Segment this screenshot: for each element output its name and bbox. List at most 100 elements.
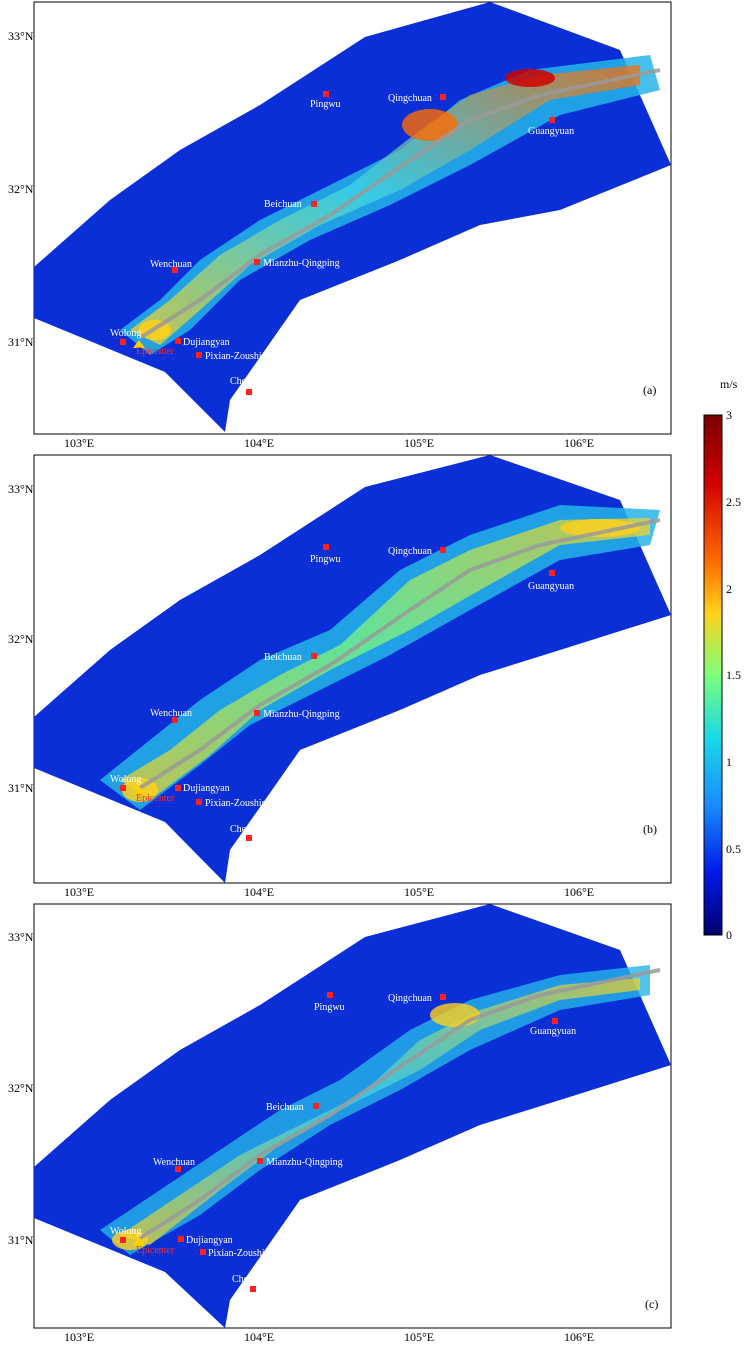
x-tick: 103°E: [64, 436, 94, 450]
hotspot: [430, 1003, 480, 1027]
hotspot: [560, 519, 640, 537]
city-markers: Pingwu Qingchuan Guangyuan Beichuan Wenc…: [110, 91, 574, 395]
city-markers: Pingwu Qingchuan Guangyuan Beichuan Wenc…: [110, 544, 574, 841]
city-label: Mianzhu-Qingping: [263, 709, 340, 720]
city-label: Wenchuan: [153, 1157, 195, 1168]
city-marker: [196, 799, 202, 805]
city-marker: [254, 259, 260, 265]
epicenter-icon: [133, 340, 145, 348]
x-tick: 106°E: [564, 885, 594, 899]
epicenter-icon: [133, 786, 145, 794]
city-marker: [120, 1237, 126, 1243]
colorbar-tick: 1.5: [726, 668, 741, 682]
city-marker: [254, 710, 260, 716]
fault-trace: [138, 518, 661, 790]
city-label: Chengdu: [232, 1274, 268, 1285]
city-label: Qingchuan: [388, 546, 432, 557]
city-marker: [172, 717, 178, 723]
colorbar-tick: 2: [726, 582, 732, 596]
x-tick: 106°E: [564, 436, 594, 450]
velocity-band: [100, 505, 660, 810]
fault-trace: [138, 68, 661, 340]
y-tick: 31°N: [8, 1233, 34, 1247]
velocity-band: [100, 965, 650, 1255]
y-tick: 33°N: [8, 930, 34, 944]
x-tick: 105°E: [404, 436, 434, 450]
city-label: Beichuan: [264, 652, 302, 663]
city-label: Pingwu: [314, 1002, 345, 1013]
epicenter-icon: [133, 1237, 145, 1246]
colorbar-tick: 1: [726, 755, 732, 769]
y-tick: 32°N: [8, 632, 34, 646]
city-label: Dujiangyan: [183, 337, 230, 348]
city-marker: [323, 91, 329, 97]
fault-trace: [138, 968, 661, 1240]
city-markers: Pingwu Qingchuan Guangyuan Beichuan Wenc…: [110, 992, 576, 1292]
city-label: Chengdu: [230, 376, 266, 387]
city-label: Wenchuan: [150, 259, 192, 270]
panel-label: (a): [643, 383, 656, 397]
y-tick: 32°N: [8, 1081, 34, 1095]
city-marker: [120, 339, 126, 345]
panel-c: Pingwu Qingchuan Guangyuan Beichuan Wenc…: [0, 900, 700, 1346]
city-label: Qingchuan: [388, 993, 432, 1004]
panel-label: (c): [645, 1297, 658, 1311]
city-marker: [440, 994, 446, 1000]
velocity-band: [120, 55, 660, 355]
panel-a: Pingwu Qingchuan Guangyuan Beichuan Wenc…: [0, 0, 700, 450]
city-label: Pixian-Zoushishan: [208, 1248, 283, 1259]
city-label: Qingchuan: [388, 93, 432, 104]
panel-label: (b): [643, 822, 657, 836]
city-marker: [175, 785, 181, 791]
city-marker: [172, 267, 178, 273]
x-tick: 104°E: [244, 1330, 274, 1344]
x-tick: 103°E: [64, 1330, 94, 1344]
city-marker: [200, 1249, 206, 1255]
y-tick: 33°N: [8, 29, 34, 43]
y-tick: 32°N: [8, 182, 34, 196]
hotspot: [505, 69, 555, 87]
x-tick: 103°E: [64, 885, 94, 899]
city-label: Beichuan: [266, 1102, 304, 1113]
y-tick: 31°N: [8, 335, 34, 349]
city-label: Wolong: [110, 1226, 141, 1237]
city-label: Wolong: [110, 774, 141, 785]
city-marker: [178, 1236, 184, 1242]
x-tick: 104°E: [244, 885, 274, 899]
city-marker: [311, 201, 317, 207]
city-label: Dujiangyan: [183, 783, 230, 794]
colorbar-tick: 0.5: [726, 842, 741, 856]
city-label: Pingwu: [310, 99, 341, 110]
x-tick: 106°E: [564, 1330, 594, 1344]
city-label: Mianzhu-Qingping: [263, 258, 340, 269]
city-marker: [246, 389, 252, 395]
city-marker: [246, 835, 252, 841]
city-marker: [552, 1018, 558, 1024]
city-label: Dujiangyan: [186, 1235, 233, 1246]
colorbar-gradient: [703, 414, 723, 936]
city-label: Pixian-Zoushishan: [205, 798, 280, 809]
city-marker: [313, 1103, 319, 1109]
velocity-core: [120, 518, 650, 800]
map-b: Pingwu Qingchuan Guangyuan Beichuan Wenc…: [8, 454, 672, 899]
hotspot: [402, 109, 458, 141]
colorbar: 3 2.5 2 1.5 1 0.5 0: [703, 408, 741, 942]
city-marker: [549, 117, 555, 123]
city-label: Wolong: [110, 328, 141, 339]
epicenter-label: Epicenter: [136, 793, 175, 804]
city-label: Chengdu: [230, 824, 266, 835]
city-marker: [257, 1158, 263, 1164]
city-label: Pixian-Zoushishan: [205, 351, 280, 362]
city-label: Guangyuan: [528, 581, 574, 592]
x-tick: 104°E: [244, 436, 274, 450]
colorbar-tick: 2.5: [726, 495, 741, 509]
city-marker: [549, 570, 555, 576]
city-marker: [327, 992, 333, 998]
city-marker: [323, 544, 329, 550]
city-marker: [250, 1286, 256, 1292]
panel-b: Pingwu Qingchuan Guangyuan Beichuan Wenc…: [0, 450, 700, 900]
city-marker: [120, 785, 126, 791]
city-marker: [440, 547, 446, 553]
colorbar-unit: m/s: [720, 377, 738, 391]
y-tick: 33°N: [8, 482, 34, 496]
